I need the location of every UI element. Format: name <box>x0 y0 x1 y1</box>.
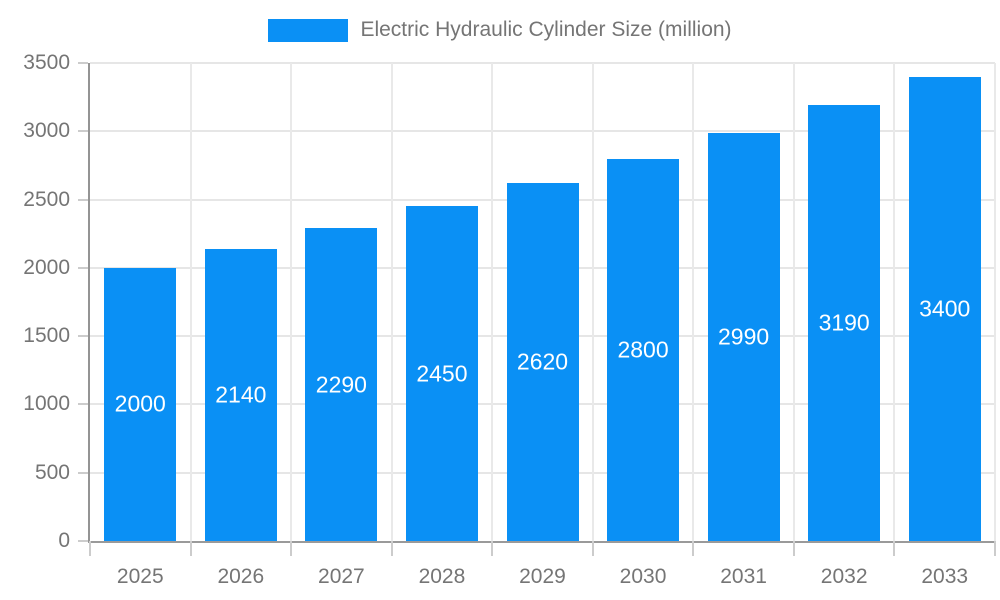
x-axis-label: 2027 <box>318 565 365 588</box>
bar-value-label: 2290 <box>315 371 367 398</box>
x-axis-tick <box>692 541 695 556</box>
y-axis-tick <box>78 62 88 64</box>
bar[interactable]: 2450 <box>405 206 478 541</box>
y-axis-tick <box>78 130 88 133</box>
x-axis-tick <box>994 541 996 556</box>
x-axis-tick <box>893 541 896 556</box>
bar-value-label: 2140 <box>215 381 267 408</box>
bar-value-label: 2990 <box>718 323 770 350</box>
y-axis-label: 2500 <box>23 187 70 211</box>
y-axis-tick <box>78 335 88 338</box>
gridline-vertical <box>692 63 695 541</box>
bar[interactable]: 2000 <box>104 267 177 541</box>
gridline-horizontal <box>90 130 995 133</box>
y-axis-label: 0 <box>58 529 70 552</box>
x-axis-label: 2031 <box>720 565 767 588</box>
bar-value-label: 2450 <box>416 360 468 387</box>
bar[interactable]: 2800 <box>607 158 680 541</box>
gridline-vertical <box>994 63 996 541</box>
gridline-vertical <box>290 63 293 541</box>
x-axis-label: 2032 <box>820 565 868 588</box>
bar-value-label: 3190 <box>818 309 870 336</box>
bar[interactable]: 2990 <box>707 132 780 541</box>
bar[interactable]: 2290 <box>305 228 378 541</box>
y-axis-tick <box>78 403 88 406</box>
x-axis-tick <box>591 541 594 556</box>
x-axis-label: 2028 <box>418 565 466 588</box>
gridline-vertical <box>491 63 494 541</box>
y-axis-tick <box>78 266 88 269</box>
bar-value-label: 3400 <box>919 295 971 322</box>
bar[interactable]: 3190 <box>808 105 881 541</box>
legend-label: Electric Hydraulic Cylinder Size (millio… <box>360 18 732 41</box>
plot-area: 0 500 1000 1500 2000 2500 3000 3500 2000 2025 2140… <box>23 52 996 587</box>
legend-swatch-icon <box>268 18 349 42</box>
x-axis-label: 2029 <box>519 565 566 588</box>
x-axis-label: 2033 <box>921 565 969 588</box>
bar-value-label: 2800 <box>617 336 669 363</box>
bar-value-label: 2620 <box>516 348 569 375</box>
legend: Electric Hydraulic Cylinder Size (millio… <box>0 18 1000 42</box>
x-axis-tick <box>491 541 494 556</box>
bar[interactable]: 2140 <box>204 248 277 541</box>
gridline-horizontal <box>90 62 995 64</box>
x-axis-label: 2026 <box>217 565 265 588</box>
y-axis-tick <box>78 471 88 474</box>
y-axis-tick <box>78 540 88 542</box>
bar-value-label: 2000 <box>114 390 166 417</box>
y-axis-label: 500 <box>34 460 70 484</box>
y-axis-label: 1500 <box>23 324 70 348</box>
y-axis-tick <box>78 198 88 201</box>
x-axis-tick <box>390 541 393 556</box>
bar[interactable]: 2620 <box>506 183 579 541</box>
y-axis-label: 2000 <box>23 255 70 279</box>
x-axis-tick <box>89 541 91 556</box>
x-axis-tick <box>290 541 293 556</box>
y-axis-label: 1000 <box>23 392 70 416</box>
x-axis-label: 2030 <box>619 565 667 588</box>
bar[interactable]: 3400 <box>908 76 981 541</box>
y-axis-label: 3000 <box>23 119 70 143</box>
x-axis-tick <box>792 541 795 556</box>
gridline-vertical <box>893 63 896 541</box>
gridline-vertical <box>591 63 594 541</box>
x-axis-tick <box>189 541 192 556</box>
y-axis-label: 3500 <box>23 51 70 74</box>
legend-item[interactable]: Electric Hydraulic Cylinder Size (millio… <box>268 18 732 42</box>
x-axis-label: 2025 <box>116 565 164 588</box>
gridline-vertical <box>189 63 192 541</box>
gridline-vertical <box>792 63 795 541</box>
gridline-vertical <box>390 63 393 541</box>
